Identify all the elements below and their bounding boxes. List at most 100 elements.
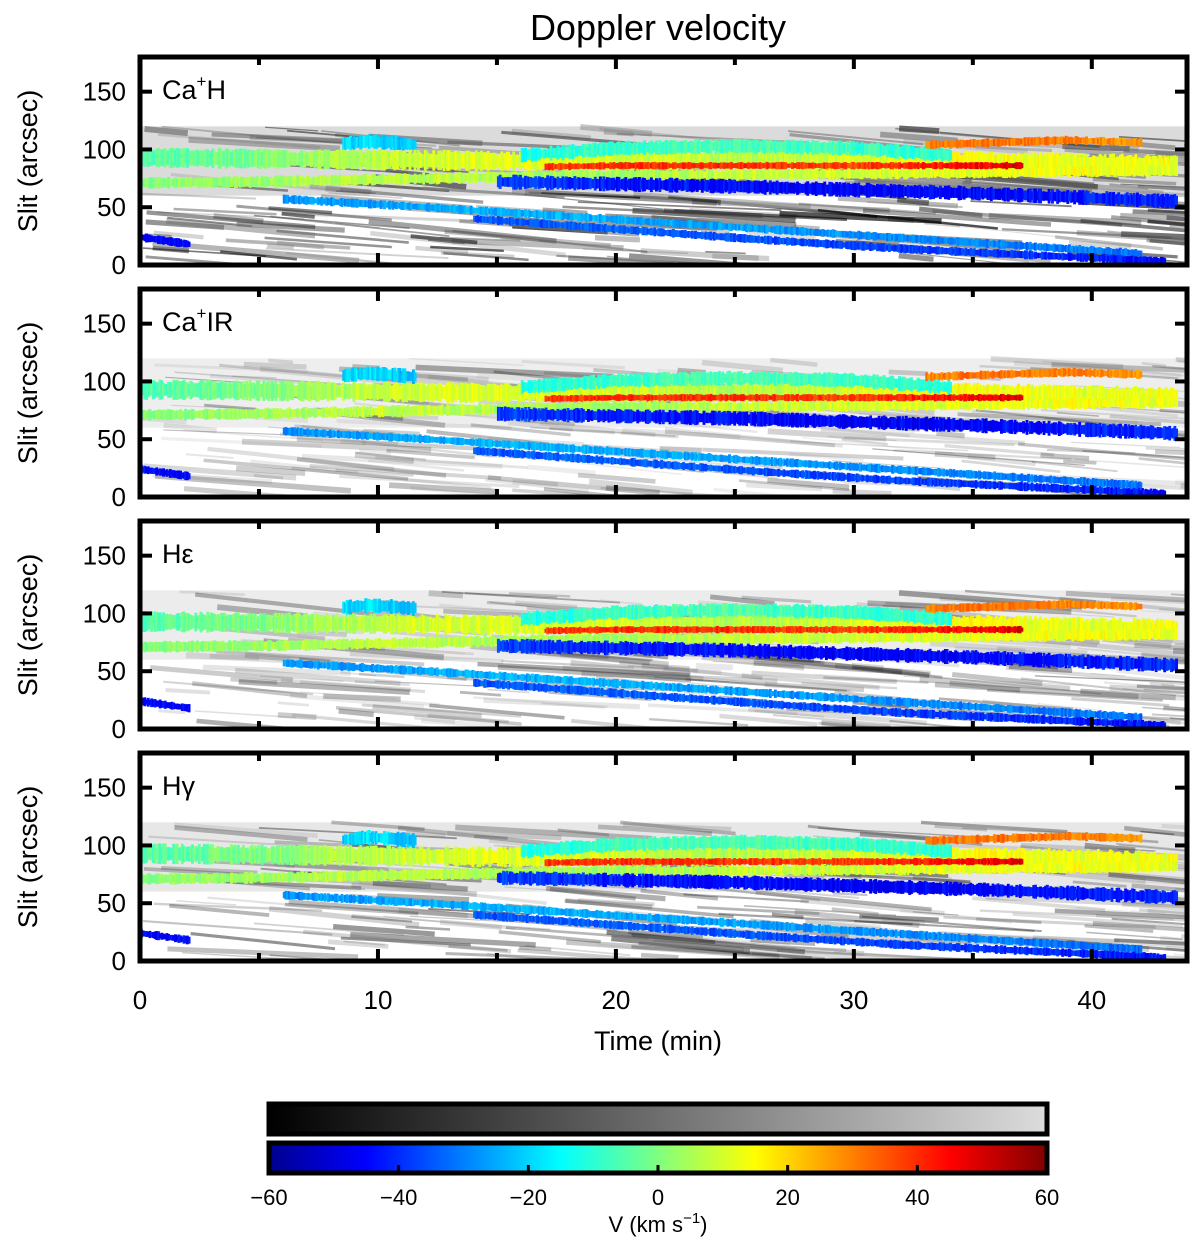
band-upper-cyan-yellow-segment [546,152,550,170]
gray-streak [924,221,961,228]
band-lower-green-segment [782,170,786,179]
band-red-streak-segment [649,162,653,169]
band-upper-cyan-yellow-segment [207,380,211,401]
band-lower-green-segment [750,171,754,178]
band-lower-green-segment [556,172,560,180]
band-red-streak-segment [621,162,624,169]
band-upper-cyan-yellow-segment [673,384,677,401]
band-upper-cyan-yellow-segment [1005,153,1009,170]
band-blue-descending-segment [1074,192,1078,203]
band-right-orange-segment [1044,137,1048,145]
band-upper-cyan-yellow-segment [377,150,381,170]
band-red-streak-segment [697,163,701,168]
band-lower-blue-descending-segment [558,222,562,228]
band-cyan-descending-segment [930,237,934,243]
band-lower-green-segment [835,168,839,180]
band-lower-blue-descending-segment [923,247,927,253]
band-lower-green-segment [891,169,895,177]
gray-streak [487,475,619,492]
band-green-arc-segment [607,375,611,387]
band-lower-green-segment [784,171,788,178]
band-lower-blue-descending-segment [967,249,971,255]
band-upper-cyan-yellow-segment [942,151,946,171]
band-cyan-descending-segment [731,224,735,230]
gray-streak [663,208,763,219]
band-lower-green-segment [1161,166,1165,175]
band-cyan-descending-segment [333,199,337,206]
band-lower-blue-descending-segment [578,222,582,231]
band-upper-cyan-yellow-segment [801,381,805,402]
gray-streak [1109,183,1149,190]
band-upper-cyan-yellow-segment [847,150,850,170]
band-cyan-descending-segment [688,220,692,229]
band-upper-cyan-yellow-segment [576,150,580,172]
band-cyan-descending-segment [345,198,349,207]
band-green-arc-segment [554,377,558,392]
band-cyan-descending-segment [474,207,478,213]
band-blue-descending-segment [585,177,589,190]
band-red-streak-segment [598,162,602,170]
band-green-arc-segment [717,140,721,152]
band-red-streak-segment [850,161,854,170]
band-lower-blue-descending-segment [554,221,558,228]
band-red-streak-segment [772,163,776,169]
band-green-arc-segment [716,141,720,152]
band-upper-cyan-yellow-segment [649,385,653,401]
band-upper-cyan-yellow-segment [853,153,857,167]
band-blue-descending-segment [833,184,837,195]
band-upper-cyan-yellow-segment [306,381,310,401]
band-blue-descending-segment [570,177,573,189]
band-upper-cyan-yellow-segment [454,383,458,402]
band-red-streak-segment [746,162,750,169]
band-upper-cyan-yellow-segment [949,385,952,401]
band-upper-cyan-yellow-segment [738,385,742,399]
band-lower-green-segment [425,174,429,183]
band-upper-cyan-yellow-segment [513,155,517,167]
band-blue-descending-segment [539,177,543,188]
band-lower-green-segment [323,174,327,187]
band-lower-blue-descending-segment [1096,255,1100,261]
band-upper-cyan-yellow-segment [756,153,760,167]
band-green-arc-segment [909,377,913,392]
band-lower-blue-descending-segment [581,223,585,230]
band-lower-green-segment [168,179,172,187]
band-upper-cyan-yellow-segment [481,384,485,401]
band-cyan-descending-segment [583,214,587,221]
band-lower-green-segment [590,402,594,412]
band-lower-blue-descending-segment [670,229,674,237]
band-blue-descending-segment [692,179,696,192]
band-lower-green-segment [389,406,393,416]
band-upper-cyan-yellow-segment [811,152,815,168]
band-lower-green-segment [163,411,167,419]
band-lower-green-segment [377,405,381,418]
gray-streak [888,369,929,377]
band-red-streak-segment [847,163,850,169]
band-upper-cyan-yellow-segment [410,385,414,399]
band-green-arc-segment [617,141,621,156]
band-upper-cyan-yellow-segment [503,153,507,169]
band-lower-green-segment [563,402,567,414]
band-lower-green-segment [899,169,903,177]
band-blue-descending-segment [1171,194,1175,208]
band-cyan-descending-segment [357,199,361,207]
band-green-arc-segment [542,148,546,159]
band-green-arc-segment [711,142,714,151]
band-lower-blue-descending-segment [1056,253,1060,260]
gray-streak [500,236,539,242]
band-red-streak-segment [644,162,648,169]
band-upper-cyan-yellow-segment [1088,385,1092,405]
band-upper-cyan-yellow-segment [1064,152,1068,174]
band-upper-cyan-yellow-segment [845,153,849,166]
band-upper-cyan-yellow-segment [316,380,320,402]
band-blue-descending-segment [981,187,985,200]
band-lower-green-segment [597,402,601,413]
band-red-streak-segment [1010,163,1014,168]
band-red-streak-segment [877,162,881,170]
band-upper-cyan-yellow-segment [882,150,886,171]
band-red-streak-segment [571,164,575,169]
band-red-streak-segment [680,162,684,169]
band-lower-blue-descending-segment [722,233,726,241]
band-cyan-descending-segment [544,210,548,219]
band-cyan-descending-segment [644,218,648,225]
band-red-streak-segment [892,163,896,168]
